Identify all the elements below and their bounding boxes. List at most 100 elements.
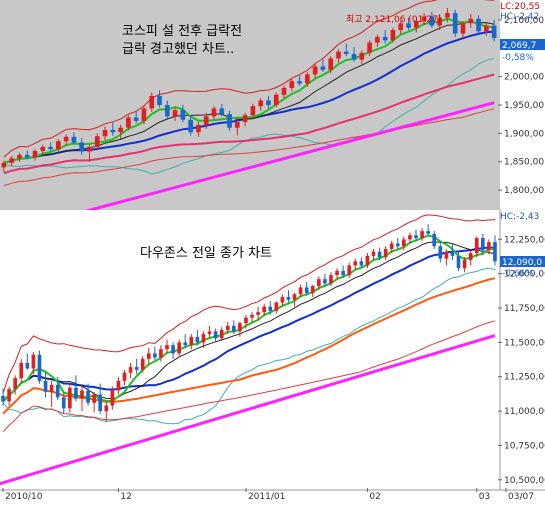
kospi-candle xyxy=(149,92,155,112)
kospi-candle xyxy=(468,14,474,28)
kospi-candle xyxy=(421,13,427,26)
kospi-candle xyxy=(305,72,310,87)
dow-candle xyxy=(347,262,352,278)
dow-ytick-label: 12,000,00 xyxy=(504,270,545,280)
kospi-last-price: 2,069,7 xyxy=(502,41,536,51)
dow-candle xyxy=(98,383,103,414)
kospi-candle xyxy=(56,139,61,153)
dow-candle xyxy=(13,375,18,395)
kospi-chart: 1,800,00 1,850,00 1,900,00 1,950,00 2,000,00… xyxy=(0,0,545,236)
kospi-candle xyxy=(312,64,318,78)
dow-candle xyxy=(462,257,467,273)
kospi-candle xyxy=(118,124,123,140)
dow-candle xyxy=(49,380,54,407)
kospi-candle xyxy=(476,15,481,34)
dow-candle xyxy=(323,273,327,288)
kospi-ma5-line xyxy=(3,17,495,164)
kospi-candle xyxy=(164,100,170,119)
dow-candle xyxy=(1,389,5,406)
dow-candle xyxy=(159,345,163,362)
kospi-candle xyxy=(196,122,201,137)
dow-candle xyxy=(262,303,267,317)
dow-last-price-box xyxy=(500,256,545,267)
dow-candle xyxy=(286,290,291,303)
dow-candle xyxy=(353,258,358,270)
kospi-candle xyxy=(483,22,489,36)
kospi-candle xyxy=(390,27,396,43)
kospi-candle xyxy=(203,112,209,129)
dow-candle xyxy=(31,352,36,374)
dow-ytick-label: 10,500,00 xyxy=(504,476,545,486)
kospi-ytick-label: 2,100,00 xyxy=(504,16,544,26)
kospi-candle xyxy=(336,49,341,64)
dow-candle xyxy=(110,386,115,410)
dow-candle xyxy=(183,334,188,348)
dow-xtick-label: 03 xyxy=(479,492,490,502)
kospi-candle xyxy=(273,92,279,108)
kospi-candle xyxy=(258,98,264,111)
kospi-candle xyxy=(359,50,365,65)
dow-candle xyxy=(493,235,497,266)
dow-candle xyxy=(310,284,315,298)
dow-candle xyxy=(171,342,175,359)
kospi-lc-label: LC:20,55 xyxy=(500,2,540,12)
kospi-bollinger-lower-line xyxy=(3,57,495,175)
dow-candle xyxy=(61,393,66,414)
dow-ma10-line xyxy=(2,241,496,402)
dow-candle xyxy=(256,306,260,321)
dow-candle xyxy=(74,375,78,402)
kospi-annotation-line2: 급락 경고했던 차트.. xyxy=(122,41,234,57)
dow-candle xyxy=(116,376,121,395)
dow-last-price: 12,090,0 xyxy=(502,258,542,268)
kospi-candle xyxy=(102,126,108,141)
kospi-candle xyxy=(437,14,442,31)
kospi-candle xyxy=(328,56,334,74)
dow-candle xyxy=(268,301,273,315)
dow-candle xyxy=(292,292,297,307)
dow-candle xyxy=(474,236,479,258)
dow-ytick-label: 11,500,00 xyxy=(504,338,545,348)
dow-ytick-label: 12,250,00 xyxy=(504,235,545,245)
dow-candle xyxy=(304,281,309,296)
kospi-candle xyxy=(250,103,256,119)
dow-candle xyxy=(195,330,200,346)
kospi-candle xyxy=(413,18,419,33)
dow-candle xyxy=(189,334,194,350)
dow-candle xyxy=(280,294,285,307)
dow-candle xyxy=(389,240,394,254)
dow-candle xyxy=(487,239,491,255)
dow-candle xyxy=(86,383,90,406)
kospi-candle xyxy=(40,144,46,155)
kospi-hc-label: HC:-2,42 xyxy=(500,12,539,22)
dow-candle xyxy=(335,268,339,280)
kospi-candle xyxy=(71,132,77,145)
dow-candle xyxy=(468,248,473,266)
kospi-candle xyxy=(180,105,186,123)
kospi-high-note: 최고 2,121,06 (01/27) xyxy=(346,14,441,25)
dow-ma-mid-line xyxy=(2,277,496,415)
dow-candle xyxy=(426,224,430,237)
dow-candle xyxy=(7,386,11,406)
kospi-ma-long-line xyxy=(3,108,495,187)
dow-xtick-label: 12 xyxy=(120,492,131,502)
kospi-candle xyxy=(87,144,92,162)
dow-candle xyxy=(165,339,169,354)
dow-candle xyxy=(146,347,151,365)
kospi-candle xyxy=(266,95,271,109)
dow-candle xyxy=(213,328,218,343)
kospi-candle xyxy=(367,40,372,57)
dow-candle xyxy=(432,231,437,249)
kospi-candle xyxy=(452,9,458,37)
dow-xtick-label: 2010/10 xyxy=(5,492,43,502)
dow-candle xyxy=(201,331,206,348)
dow-ytick-label: 10,750,00 xyxy=(504,441,545,451)
dow-candle xyxy=(122,369,127,385)
kospi-candle xyxy=(24,150,30,159)
kospi-candle xyxy=(491,19,497,42)
dow-candle xyxy=(68,383,72,413)
dow-xtick-label: 02 xyxy=(369,492,380,502)
dow-candle xyxy=(317,276,321,291)
dow-ytick-label: 11,750,00 xyxy=(504,304,545,314)
dow-bollinger-lower-line xyxy=(2,267,496,425)
